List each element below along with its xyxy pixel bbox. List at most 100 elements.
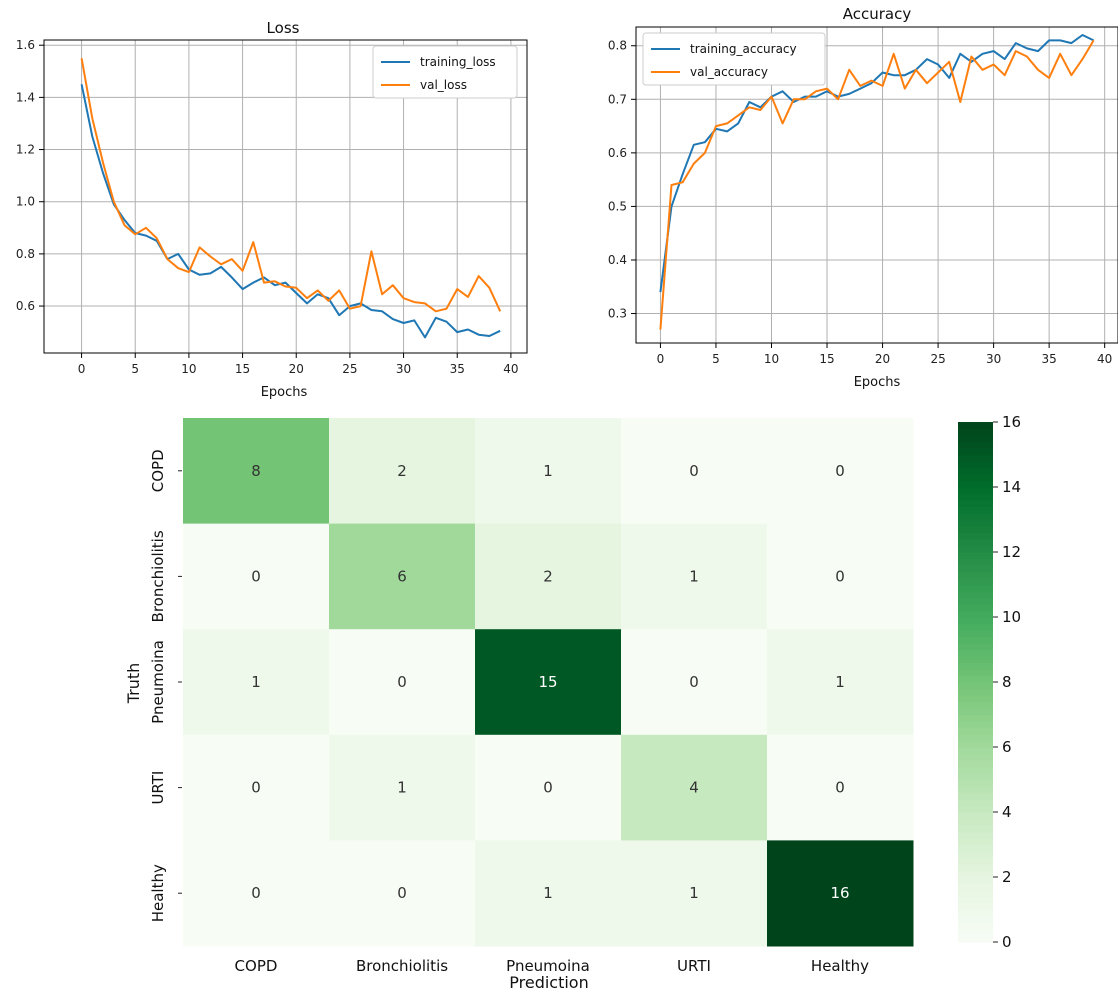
accuracy-series-training_accuracy: [659, 34, 1095, 293]
colorbar-segment: [958, 740, 993, 748]
loss-ytick-label: 1.6: [16, 38, 35, 52]
colorbar-tick-label: 14: [1002, 478, 1021, 496]
colorbar-segment: [958, 773, 993, 781]
colorbar-segment: [958, 454, 993, 462]
loss-xtick-label: 5: [131, 362, 139, 376]
heatmap-cell-value: 0: [689, 462, 699, 480]
heatmap-xtick-label: URTI: [677, 957, 711, 975]
accuracy-legend-box: [642, 32, 826, 86]
colorbar-tick-label: 6: [1002, 738, 1012, 756]
heatmap-cells: 8 2 1 0 0 0 6 2 1 0 1 0 15 0 1 0 1 0 4 0 0 0 1 1 16: [183, 418, 914, 947]
accuracy-legend-label-val: val_accuracy: [690, 65, 768, 79]
heatmap-cell: [621, 840, 768, 947]
colorbar-segment: [958, 487, 993, 495]
colorbar-segment: [958, 688, 993, 696]
heatmap-cell-value: 1: [543, 462, 553, 480]
colorbar-segment: [958, 662, 993, 670]
heatmap-cell-value: 8: [251, 462, 261, 480]
accuracy-series-val_accuracy: [659, 39, 1095, 330]
colorbar-segment: [958, 636, 993, 644]
heatmap-cell-value: 2: [543, 567, 553, 585]
heatmap-cell-value: 15: [538, 673, 557, 691]
colorbar-segment: [958, 903, 993, 911]
accuracy-xtick-label: 20: [875, 352, 890, 366]
colorbar-segment: [958, 883, 993, 891]
colorbar-segment: [958, 818, 993, 826]
colorbar-tick-label: 12: [1002, 543, 1021, 561]
colorbar-segment: [958, 604, 993, 612]
colorbar-segment: [958, 545, 993, 553]
colorbar-segment: [958, 792, 993, 800]
colorbar-segment: [958, 435, 993, 443]
loss-xtick-label: 25: [342, 362, 357, 376]
colorbar-segment: [958, 909, 993, 917]
colorbar-segment: [958, 896, 993, 904]
colorbar-segment: [958, 799, 993, 807]
heatmap-xtick-label: COPD: [235, 957, 278, 975]
colorbar-segment: [958, 428, 993, 436]
colorbar-segment: [958, 649, 993, 657]
colorbar-segment: [958, 565, 993, 573]
accuracy-grid: [636, 27, 1118, 343]
colorbar-segment: [958, 422, 993, 430]
heatmap-cell-value: 1: [689, 567, 699, 585]
heatmap-cell: [767, 734, 914, 841]
heatmap-cell: [621, 734, 768, 841]
heatmap-cell: [767, 418, 914, 525]
heatmap-cell-value: 0: [835, 567, 845, 585]
colorbar-segment: [958, 448, 993, 456]
colorbar-segment: [958, 747, 993, 755]
loss-ytick-label: 1.0: [16, 195, 35, 209]
loss-xtick-label: 40: [503, 362, 518, 376]
loss-xtick-label: 35: [450, 362, 465, 376]
accuracy-plot-frame: [635, 26, 1118, 344]
heatmap-cell-value: 0: [835, 462, 845, 480]
colorbar-segment: [958, 493, 993, 501]
colorbar-segment: [958, 825, 993, 833]
accuracy-ytick-label: 0.5: [608, 199, 627, 213]
colorbar-segment: [958, 513, 993, 521]
colorbar-segment: [958, 890, 993, 898]
colorbar-segment: [958, 675, 993, 683]
colorbar-segment: [958, 519, 993, 527]
colorbar-segment: [958, 552, 993, 560]
colorbar-segment: [958, 727, 993, 735]
heatmap-cell-value: 6: [397, 567, 407, 585]
loss-series-training_loss: [80, 84, 501, 339]
colorbar-segment: [958, 623, 993, 631]
heatmap-cell-value: 0: [251, 567, 261, 585]
heatmap-cell-value: 0: [689, 673, 699, 691]
colorbar-segment: [958, 805, 993, 813]
colorbar-segment: [958, 922, 993, 930]
heatmap-cell: [475, 629, 622, 736]
accuracy-chart: Accuracy 0 5 10 15 20 25 30 35 40 0.3 0.4 0.5 0.6 0.7…: [608, 5, 1118, 390]
loss-series-val_loss: [80, 58, 502, 313]
heatmap-cell-value: 2: [397, 462, 407, 480]
accuracy-xtick-label: 35: [1042, 352, 1057, 366]
heatmap-cell-value: 1: [251, 673, 261, 691]
colorbar-segment: [958, 864, 993, 872]
colorbar-segment: [958, 844, 993, 852]
colorbar-segment: [958, 584, 993, 592]
colorbar-segment: [958, 753, 993, 761]
heatmap-cell: [767, 840, 914, 947]
loss-xtick-label: 30: [396, 362, 411, 376]
colorbar-segment: [958, 571, 993, 579]
accuracy-xlabel: Epochs: [854, 375, 901, 390]
loss-xtick-label: 10: [181, 362, 196, 376]
loss-ticks: 0 5 10 15 20 25 30 35 40 0.6 0.8 1.0 1.2 1.4 1.6: [16, 38, 519, 376]
accuracy-xtick-label: 25: [930, 352, 945, 366]
heatmap-cell-value: 0: [835, 779, 845, 797]
accuracy-legend: training_accuracy val_accuracy: [642, 32, 826, 86]
heatmap-ticks: COPD Bronchiolitis Pneumoina URTI Healthy COP…: [149, 449, 869, 975]
loss-xtick-label: 20: [289, 362, 304, 376]
heatmap-cell-value: 0: [251, 779, 261, 797]
accuracy-ytick-label: 0.4: [608, 253, 627, 267]
loss-ytick-label: 1.2: [16, 143, 35, 157]
heatmap-cell: [475, 523, 622, 630]
loss-legend: training_loss val_loss: [372, 45, 518, 99]
heatmap-cell: [475, 418, 622, 525]
colorbar-segment: [958, 591, 993, 599]
heatmap-xlabel: Prediction: [509, 973, 588, 991]
